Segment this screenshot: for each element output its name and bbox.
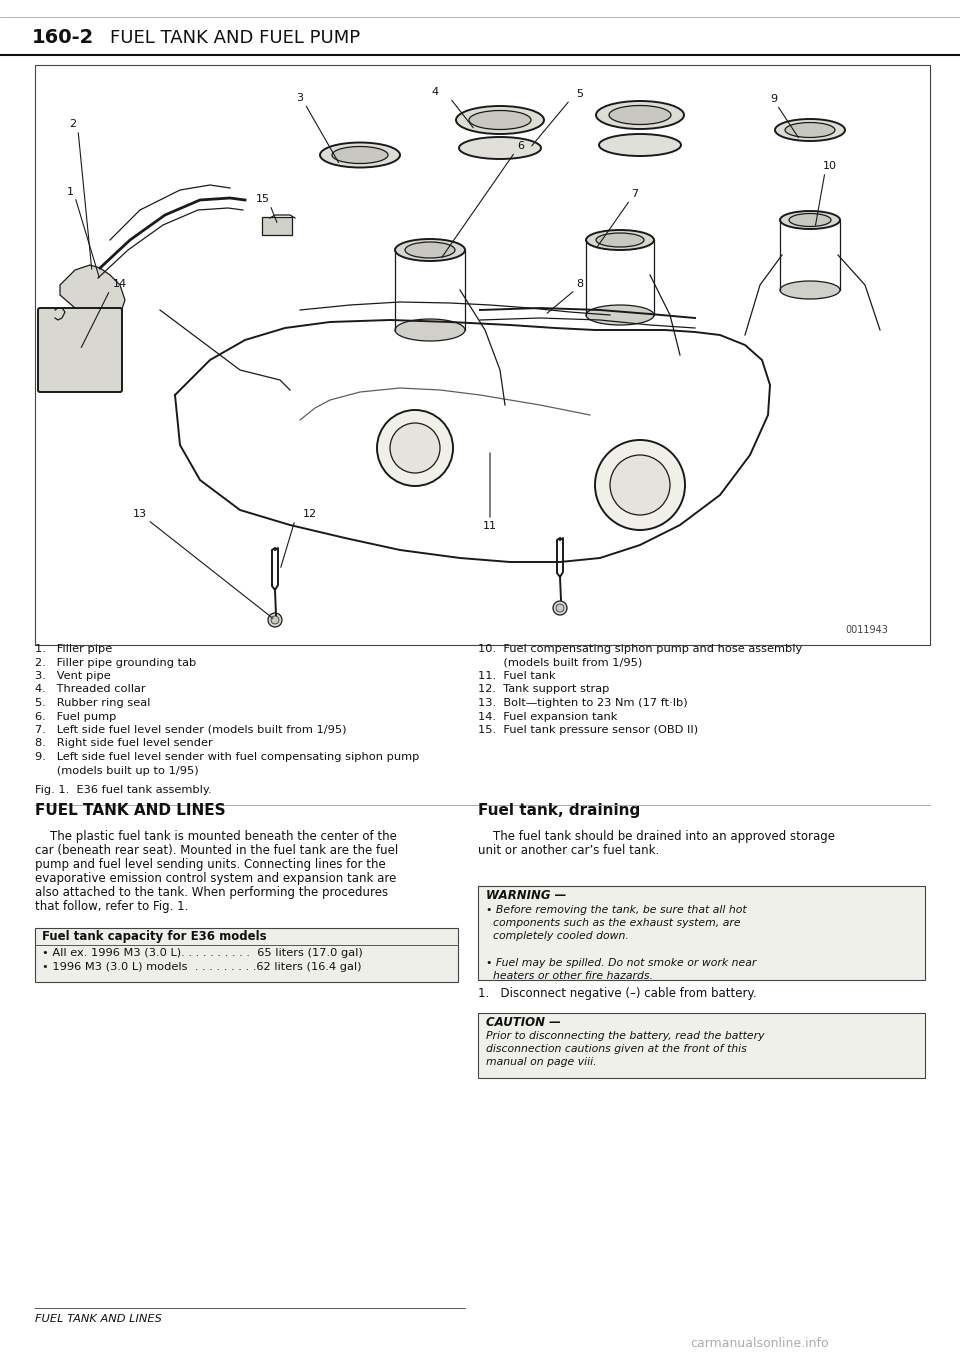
Circle shape (390, 423, 440, 474)
Text: completely cooled down.: completely cooled down. (486, 931, 629, 942)
Ellipse shape (320, 142, 400, 167)
Text: • All ex. 1996 M3 (3.0 L). . . . . . . . . .  65 liters (17.0 gal): • All ex. 1996 M3 (3.0 L). . . . . . . .… (42, 949, 363, 958)
Circle shape (271, 616, 279, 624)
Text: 12.  Tank support strap: 12. Tank support strap (478, 684, 610, 695)
Text: 4: 4 (431, 87, 439, 96)
Text: 15.  Fuel tank pressure sensor (OBD II): 15. Fuel tank pressure sensor (OBD II) (478, 725, 698, 735)
Text: 11.  Fuel tank: 11. Fuel tank (478, 670, 556, 681)
Text: CAUTION —: CAUTION — (486, 1016, 561, 1029)
Text: 13.  Bolt—tighten to 23 Nm (17 ft·lb): 13. Bolt—tighten to 23 Nm (17 ft·lb) (478, 697, 687, 708)
Text: 160-2: 160-2 (32, 28, 94, 47)
Ellipse shape (405, 242, 455, 258)
Text: Fuel tank capacity for E36 models: Fuel tank capacity for E36 models (42, 930, 267, 943)
Ellipse shape (586, 305, 654, 324)
Text: carmanualsonline.info: carmanualsonline.info (690, 1337, 828, 1350)
Text: 6: 6 (517, 141, 524, 151)
Ellipse shape (775, 119, 845, 141)
Text: unit or another car’s fuel tank.: unit or another car’s fuel tank. (478, 844, 660, 858)
Circle shape (553, 601, 567, 615)
Text: 6.   Fuel pump: 6. Fuel pump (35, 711, 116, 722)
Text: The fuel tank should be drained into an approved storage: The fuel tank should be drained into an … (478, 830, 835, 843)
Text: 5.   Rubber ring seal: 5. Rubber ring seal (35, 697, 151, 708)
Text: 1: 1 (66, 187, 74, 197)
Text: WARNING —: WARNING — (486, 889, 566, 902)
Circle shape (595, 440, 685, 531)
Text: Fig. 1.  E36 fuel tank assembly.: Fig. 1. E36 fuel tank assembly. (35, 784, 211, 795)
Text: 8: 8 (576, 280, 584, 289)
Text: 3: 3 (297, 94, 303, 103)
Ellipse shape (599, 134, 681, 156)
Bar (35, 928, 458, 982)
Text: • Fuel may be spilled. Do not smoke or work near: • Fuel may be spilled. Do not smoke or w… (486, 958, 756, 968)
Bar (262, 217, 292, 235)
Text: 11: 11 (483, 521, 497, 531)
Ellipse shape (395, 239, 465, 261)
Text: 1.   Disconnect negative (–) cable from battery.: 1. Disconnect negative (–) cable from ba… (478, 987, 756, 1000)
Circle shape (610, 455, 670, 516)
Text: 10.  Fuel compensating siphon pump and hose assembly: 10. Fuel compensating siphon pump and ho… (478, 645, 803, 654)
Ellipse shape (780, 281, 840, 299)
Ellipse shape (459, 137, 541, 159)
Text: 3.   Vent pipe: 3. Vent pipe (35, 670, 110, 681)
Ellipse shape (596, 233, 644, 247)
Text: 14: 14 (113, 280, 127, 289)
Bar (478, 1012, 925, 1077)
Text: evaporative emission control system and expansion tank are: evaporative emission control system and … (35, 873, 396, 885)
Text: FUEL TANK AND LINES: FUEL TANK AND LINES (35, 1314, 162, 1324)
Text: disconnection cautions given at the front of this: disconnection cautions given at the fron… (486, 1044, 747, 1054)
Text: (models built from 1/95): (models built from 1/95) (478, 658, 642, 668)
Text: 4.   Threaded collar: 4. Threaded collar (35, 684, 146, 695)
Ellipse shape (332, 147, 388, 163)
Text: 7: 7 (632, 189, 638, 199)
Text: 1.   Filler pipe: 1. Filler pipe (35, 645, 112, 654)
Polygon shape (60, 265, 125, 322)
Text: 8.   Right side fuel level sender: 8. Right side fuel level sender (35, 738, 213, 749)
Text: car (beneath rear seat). Mounted in the fuel tank are the fuel: car (beneath rear seat). Mounted in the … (35, 844, 398, 858)
Text: 12: 12 (303, 509, 317, 518)
Text: 7.   Left side fuel level sender (models built from 1/95): 7. Left side fuel level sender (models b… (35, 725, 347, 735)
Ellipse shape (785, 122, 835, 137)
Text: 0011943: 0011943 (845, 626, 888, 635)
Bar (35, 65, 930, 645)
Text: 15: 15 (256, 194, 270, 204)
Text: FUEL TANK AND LINES: FUEL TANK AND LINES (35, 803, 226, 818)
Ellipse shape (469, 110, 531, 129)
Text: (models built up to 1/95): (models built up to 1/95) (35, 765, 199, 775)
Text: 5: 5 (577, 90, 584, 99)
Circle shape (377, 410, 453, 486)
Text: 13: 13 (133, 509, 147, 518)
Text: FUEL TANK AND FUEL PUMP: FUEL TANK AND FUEL PUMP (110, 28, 360, 47)
Text: manual on page viii.: manual on page viii. (486, 1057, 596, 1067)
Text: pump and fuel level sending units. Connecting lines for the: pump and fuel level sending units. Conne… (35, 858, 386, 871)
Text: also attached to the tank. When performing the procedures: also attached to the tank. When performi… (35, 886, 388, 898)
Text: 9.   Left side fuel level sender with fuel compensating siphon pump: 9. Left side fuel level sender with fuel… (35, 752, 420, 763)
Ellipse shape (395, 319, 465, 341)
Text: • 1996 M3 (3.0 L) models  . . . . . . . . .62 liters (16.4 gal): • 1996 M3 (3.0 L) models . . . . . . . .… (42, 962, 362, 972)
Text: Fuel tank, draining: Fuel tank, draining (478, 803, 640, 818)
Circle shape (268, 613, 282, 627)
Text: 2.   Filler pipe grounding tab: 2. Filler pipe grounding tab (35, 658, 196, 668)
Text: components such as the exhaust system, are: components such as the exhaust system, a… (486, 919, 740, 928)
Text: that follow, refer to Fig. 1.: that follow, refer to Fig. 1. (35, 900, 188, 913)
Ellipse shape (780, 210, 840, 229)
FancyBboxPatch shape (38, 308, 122, 392)
Text: 9: 9 (771, 94, 778, 104)
Ellipse shape (586, 229, 654, 250)
Text: 2: 2 (69, 119, 77, 129)
Ellipse shape (596, 100, 684, 129)
Circle shape (556, 604, 564, 612)
Text: 10: 10 (823, 161, 837, 171)
Ellipse shape (609, 106, 671, 125)
Text: The plastic fuel tank is mounted beneath the center of the: The plastic fuel tank is mounted beneath… (35, 830, 396, 843)
Bar (478, 886, 925, 980)
Ellipse shape (789, 213, 831, 227)
Text: 14.  Fuel expansion tank: 14. Fuel expansion tank (478, 711, 617, 722)
Ellipse shape (456, 106, 544, 134)
Text: Prior to disconnecting the battery, read the battery: Prior to disconnecting the battery, read… (486, 1031, 764, 1041)
Text: heaters or other fire hazards.: heaters or other fire hazards. (486, 972, 653, 981)
Text: • Before removing the tank, be sure that all hot: • Before removing the tank, be sure that… (486, 905, 747, 915)
